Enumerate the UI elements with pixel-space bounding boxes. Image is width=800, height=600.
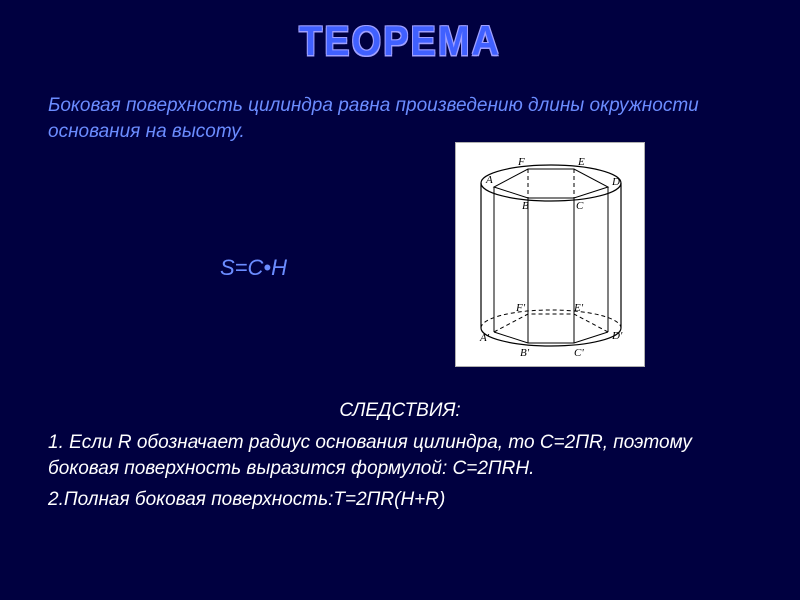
formula: S=C•H (220, 255, 287, 281)
cylinder-figure: A B C D E F A' B' C' D' E' F' (455, 142, 645, 367)
label-F2: F' (515, 302, 526, 314)
slide-title: ТЕОРЕМА (0, 0, 800, 66)
label-A2: A' (479, 332, 490, 344)
label-B: B (522, 200, 529, 212)
label-C: C (576, 200, 584, 212)
corollaries-heading: СЛЕДСТВИЯ: (0, 400, 800, 422)
corollary-2: 2.Полная боковая поверхность:T=2ПR(H+R) (48, 487, 752, 513)
corollary-1: 1. Если R обозначает радиус основания ци… (48, 430, 752, 481)
label-A: A (485, 174, 493, 186)
label-E: E (577, 156, 585, 168)
label-B2: B' (520, 347, 530, 359)
corollaries-body: 1. Если R обозначает радиус основания ци… (48, 430, 752, 519)
label-E2: E' (573, 302, 584, 314)
label-C2: C' (574, 347, 584, 359)
label-F: F (517, 156, 525, 168)
label-D2: D' (611, 330, 623, 342)
label-D: D (611, 176, 620, 188)
theorem-statement: Боковая поверхность цилиндра равна произ… (0, 63, 800, 144)
